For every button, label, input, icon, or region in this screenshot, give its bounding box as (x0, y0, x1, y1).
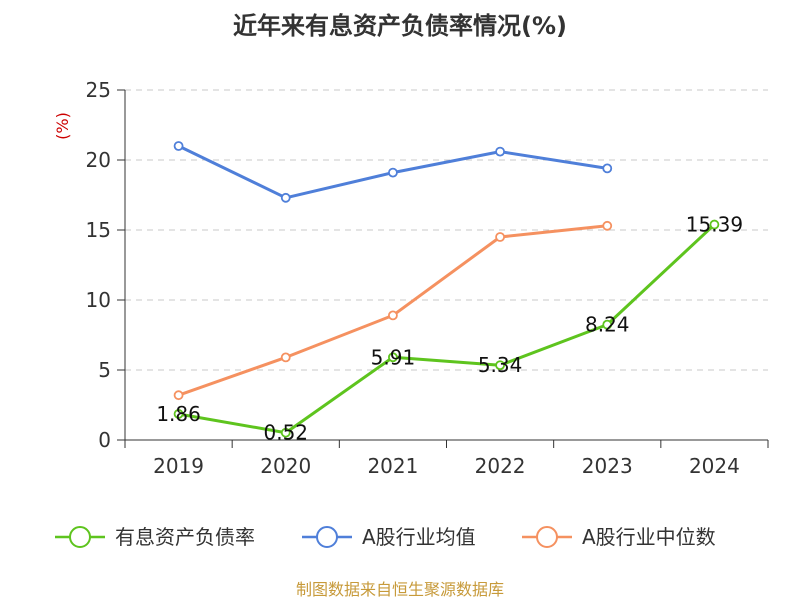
data-point (602, 319, 613, 330)
data-point (602, 220, 613, 231)
data-label: 15.39 (686, 213, 743, 237)
data-point (495, 146, 505, 157)
y-tick-label: 5 (98, 358, 111, 382)
y-tick-label: 20 (86, 148, 111, 172)
legend-item-1: A股行业均值 (302, 525, 476, 549)
data-labels: 1.86 0.52 5.91 5.34 8.24 15.39 (156, 213, 743, 445)
y-tick-label: 0 (98, 428, 111, 452)
legend: 有息资产负债率 A股行业均值 A股行业中位数 (55, 525, 716, 549)
y-tick-label: 25 (86, 78, 111, 102)
data-point (709, 219, 720, 230)
data-point (280, 192, 291, 203)
series-layer (173, 141, 720, 438)
source-note: 制图数据来自恒生聚源数据库 (296, 580, 504, 599)
series-2 (173, 220, 613, 401)
data-point (173, 409, 184, 419)
legend-marker (536, 526, 558, 548)
x-tick-label: 2021 (367, 454, 418, 478)
series-line (178, 223, 716, 435)
series-1 (173, 141, 613, 203)
data-point (173, 390, 184, 401)
x-tick-label: 2020 (260, 454, 311, 478)
data-label: 5.91 (371, 345, 416, 369)
data-label: 5.34 (478, 353, 523, 377)
x-tick-label: 2024 (689, 454, 740, 478)
data-point (495, 232, 505, 242)
legend-marker (69, 526, 91, 548)
y-tick-label: 10 (86, 288, 111, 312)
data-point (495, 360, 505, 371)
data-label: 1.86 (156, 402, 201, 426)
chart-title: 近年来有息资产负债率情况(%) (233, 12, 567, 40)
data-point (388, 310, 398, 321)
grid (125, 89, 768, 371)
data-label: 0.52 (263, 421, 308, 445)
x-tick-label: 2022 (475, 454, 526, 478)
axes: 0 5 10 15 20 25 2019 2020 2021 2022 2023 2024 (86, 78, 769, 478)
data-point (388, 167, 398, 178)
data-point (280, 427, 291, 438)
legend-label: A股行业均值 (362, 525, 476, 549)
data-point (388, 352, 398, 363)
data-label: 8.24 (585, 313, 630, 337)
data-point (173, 141, 184, 151)
legend-item-0: 有息资产负债率 (55, 525, 255, 549)
legend-item-2: A股行业中位数 (522, 525, 716, 549)
legend-label: A股行业中位数 (582, 525, 716, 549)
y-axis-unit: (%) (53, 112, 72, 140)
x-tick-label: 2019 (153, 454, 204, 478)
data-point (280, 352, 291, 363)
legend-label: 有息资产负债率 (115, 525, 255, 549)
legend-marker (316, 526, 338, 548)
x-tick-label: 2023 (582, 454, 633, 478)
series-0 (173, 219, 720, 438)
y-tick-label: 15 (86, 218, 111, 242)
data-point (602, 163, 613, 174)
